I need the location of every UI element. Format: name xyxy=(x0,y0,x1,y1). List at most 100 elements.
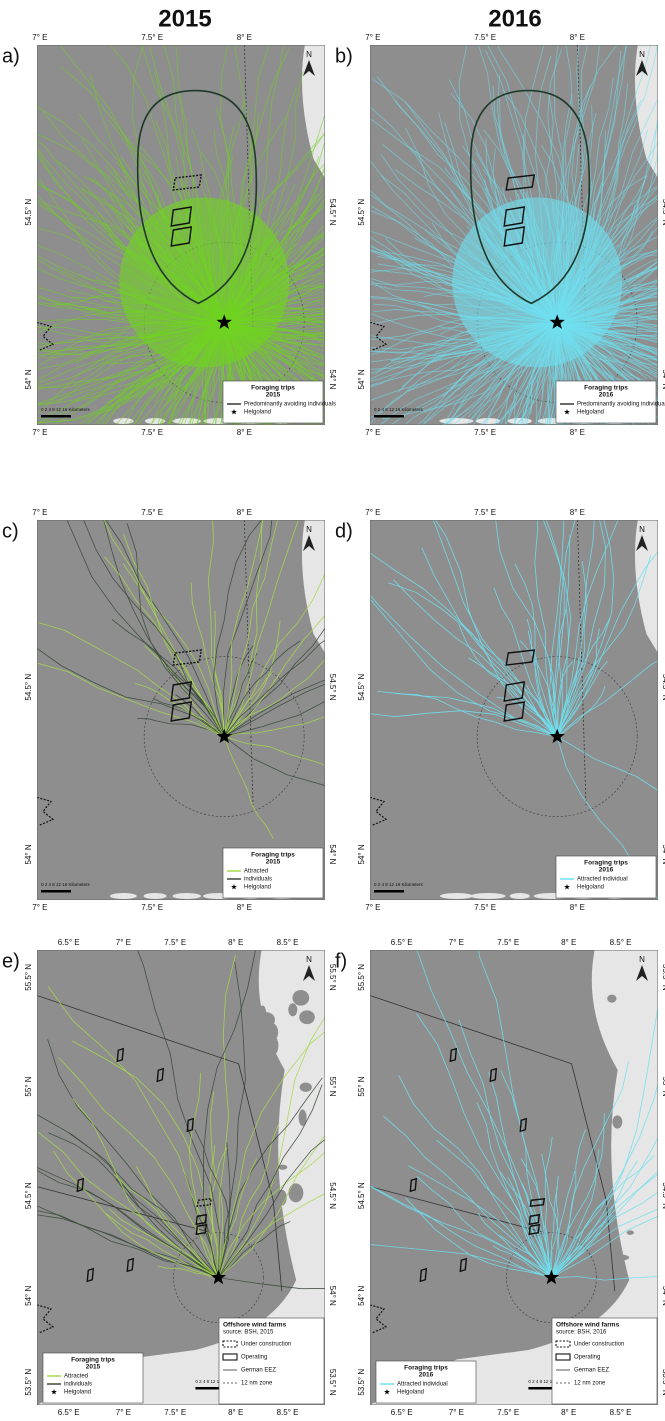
x-tick-label: 7.5° E xyxy=(497,1408,519,1417)
scale-bar xyxy=(374,890,404,893)
island xyxy=(288,1003,297,1016)
y-tick-label: 54.5° N xyxy=(661,674,665,701)
x-tick-label: 7° E xyxy=(32,903,47,912)
x-tick-label: 6.5° E xyxy=(58,938,80,947)
x-tick-label: 7.5° E xyxy=(141,903,163,912)
panel-label: e) xyxy=(2,950,20,972)
y-tick-label: 54° N xyxy=(328,844,337,864)
y-tick-label: 54° N xyxy=(24,844,33,864)
y-tick-label: 55° N xyxy=(328,1076,337,1096)
legend-label: Helgoland xyxy=(397,1390,424,1396)
island xyxy=(592,1151,601,1155)
x-tick-label: 7.5° E xyxy=(474,903,496,912)
x-tick-label: 7° E xyxy=(116,1408,131,1417)
island xyxy=(510,893,530,899)
y-tick-label: 55.5° N xyxy=(661,964,665,991)
y-tick-label: 54.5° N xyxy=(357,674,366,701)
x-tick-label: 8.5° E xyxy=(277,1408,299,1417)
island xyxy=(605,1273,620,1288)
island xyxy=(299,1010,315,1024)
x-tick-label: 7.5° E xyxy=(141,428,163,437)
legend-title: Foraging trips xyxy=(71,1357,115,1364)
island xyxy=(586,1001,593,1019)
legend-title: Foraging trips xyxy=(404,1365,448,1372)
y-tick-label: 54° N xyxy=(661,844,665,864)
x-tick-label: 7° E xyxy=(449,938,464,947)
scale-label: 0 2 4 8 12 16 Kilometers xyxy=(41,882,91,887)
y-tick-label: 54° N xyxy=(24,369,33,389)
north-label: N xyxy=(306,955,312,964)
y-tick-label: 54° N xyxy=(328,1286,337,1306)
y-tick-label: 54.5° N xyxy=(357,199,366,226)
legend-label: Attracted individual xyxy=(577,877,628,883)
x-tick-label: 7.5° E xyxy=(164,938,186,947)
x-tick-label: 7.5° E xyxy=(474,508,496,517)
x-tick-label: 6.5° E xyxy=(58,1408,80,1417)
scale-bar xyxy=(41,415,71,418)
legend-title: Foraging trips xyxy=(251,852,295,859)
panel-label: f) xyxy=(335,950,347,972)
panel-label: a) xyxy=(2,45,20,67)
panel-label: b) xyxy=(335,45,353,67)
y-tick-label: 55° N xyxy=(357,1076,366,1096)
x-tick-label: 7° E xyxy=(365,33,380,42)
x-tick-label: 8° E xyxy=(237,33,252,42)
column-title: 2015 xyxy=(158,5,211,32)
x-tick-label: 8° E xyxy=(570,903,585,912)
legend-subtitle: 2015 xyxy=(86,1364,101,1371)
north-label: N xyxy=(639,50,645,59)
scale-label: 0 2 4 8 12 16 Kilometers xyxy=(374,407,424,412)
x-tick-label: 8.5° E xyxy=(610,1408,632,1417)
island xyxy=(172,893,201,899)
y-tick-label: 54° N xyxy=(328,369,337,389)
island xyxy=(590,1242,606,1261)
legend-label: Helgoland xyxy=(577,410,604,416)
legend-label: Helgoland xyxy=(244,885,271,891)
x-tick-label: 6.5° E xyxy=(391,938,413,947)
legend-label: 12 nm zone xyxy=(574,1381,606,1387)
x-tick-label: 7.5° E xyxy=(497,938,519,947)
legend-label: Attracted xyxy=(64,1374,88,1380)
x-tick-label: 7.5° E xyxy=(474,428,496,437)
legend-label: individuals xyxy=(64,1382,92,1388)
legend-title: Foraging trips xyxy=(584,385,628,392)
y-tick-label: 54° N xyxy=(661,369,665,389)
island xyxy=(110,893,137,899)
sea xyxy=(370,520,658,900)
y-tick-label: 54.5° N xyxy=(328,199,337,226)
legend-label: Predominantly avoiding individuals xyxy=(244,402,336,408)
y-tick-label: 54° N xyxy=(24,1286,33,1306)
x-tick-label: 7° E xyxy=(365,903,380,912)
y-tick-label: 54.5° N xyxy=(661,1182,665,1209)
island xyxy=(596,1086,611,1100)
island xyxy=(260,1244,276,1264)
legend-subtitle: 2015 xyxy=(266,859,281,866)
x-tick-label: 8.5° E xyxy=(610,938,632,947)
legend: Foraging trips2016Attracted individualHe… xyxy=(556,856,656,898)
y-tick-label: 54° N xyxy=(661,1286,665,1306)
x-tick-label: 8° E xyxy=(570,33,585,42)
x-tick-label: 7° E xyxy=(365,508,380,517)
y-tick-label: 53.5° N xyxy=(24,1369,33,1396)
y-tick-label: 54.5° N xyxy=(24,199,33,226)
legend-title: Foraging trips xyxy=(584,860,628,867)
x-tick-label: 8° E xyxy=(237,903,252,912)
legend-label: Attracted individual xyxy=(397,1382,448,1388)
island xyxy=(277,1190,286,1206)
x-tick-label: 7° E xyxy=(116,938,131,947)
x-tick-label: 8° E xyxy=(561,938,576,947)
legend-label: German EEZ xyxy=(574,1368,609,1374)
legend-source: source: BSH, 2016 xyxy=(556,1330,607,1336)
x-tick-label: 7° E xyxy=(32,428,47,437)
x-tick-label: 7.5° E xyxy=(474,33,496,42)
sea xyxy=(37,520,325,900)
legend-label: Operating xyxy=(241,1355,267,1361)
x-tick-label: 8° E xyxy=(561,1408,576,1417)
legend-label: individuals xyxy=(244,877,272,883)
x-tick-label: 7° E xyxy=(365,428,380,437)
x-tick-label: 8° E xyxy=(570,428,585,437)
island xyxy=(292,990,309,1006)
island xyxy=(613,1254,629,1260)
